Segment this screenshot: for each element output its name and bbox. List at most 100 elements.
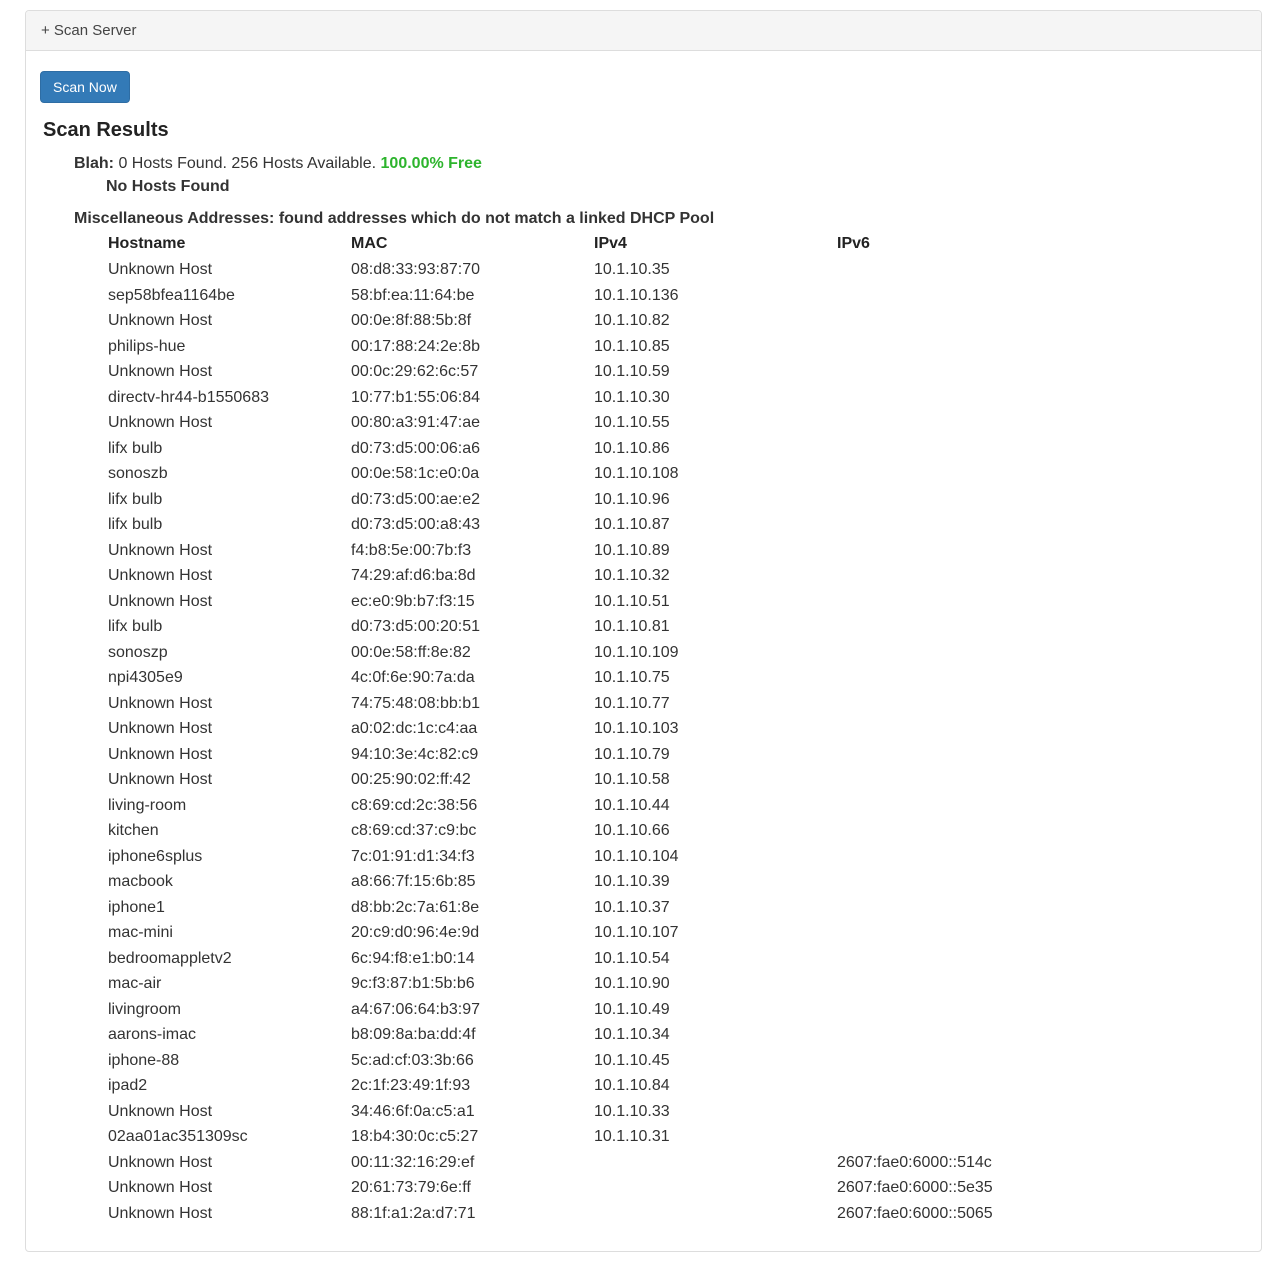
hostname-cell: npi4305e9	[108, 669, 183, 686]
mac-cell: a8:66:7f:15:6b:85	[351, 873, 476, 890]
host-table-row: iphone1 d8:bb:2c:7a:61:8e 10.1.10.37	[108, 895, 1087, 921]
ipv4-cell: 10.1.10.103	[594, 720, 679, 737]
mac-cell: a4:67:06:64:b3:97	[351, 1000, 481, 1018]
host-table-row: lifx bulb d0:73:d5:00:a8:43 10.1.10.87	[108, 512, 1087, 538]
column-header-ipv4: IPv4	[594, 235, 627, 252]
pool-free-percentage: 100.00% Free	[380, 155, 482, 172]
mac-cell: d8:bb:2c:7a:61:8e	[351, 898, 480, 916]
mac-cell: 20:c9:d0:96:4e:9d	[351, 924, 480, 941]
host-table-row: sonoszp 00:0e:58:ff:8e:82 10.1.10.109	[108, 640, 1087, 666]
host-table-row: iphone6splus 7c:01:91:d1:34:f3 10.1.10.1…	[108, 844, 1087, 870]
mac-cell: 00:0e:8f:88:5b:8f	[351, 312, 472, 329]
ipv4-cell: 10.1.10.81	[594, 618, 670, 635]
mac-cell: 00:0c:29:62:6c:57	[351, 363, 479, 380]
mac-cell: 08:d8:33:93:87:70	[351, 261, 481, 278]
ipv4-cell: 10.1.10.45	[594, 1051, 670, 1069]
hostname-cell: sonoszb	[108, 465, 168, 482]
ipv6-cell	[837, 895, 1087, 921]
ipv4-cell: 10.1.10.58	[594, 771, 670, 788]
ipv6-cell	[837, 742, 1087, 768]
ipv6-cell	[837, 614, 1087, 640]
ipv6-cell	[837, 385, 1087, 411]
host-table-row: Unknown Host 34:46:6f:0a:c5:a1 10.1.10.3…	[108, 1099, 1087, 1125]
pool-summary-line: Blah: 0 Hosts Found. 256 Hosts Available…	[74, 152, 1247, 175]
miscellaneous-addresses-heading: Miscellaneous Addresses: found addresses…	[74, 210, 715, 227]
ipv6-cell	[837, 410, 1087, 436]
host-table-row: Unknown Host 00:0e:8f:88:5b:8f 10.1.10.8…	[108, 308, 1087, 334]
scan-results-heading: Scan Results	[43, 119, 169, 141]
scan-server-panel-header[interactable]: + Scan Server	[26, 11, 1261, 51]
mac-cell: 74:29:af:d6:ba:8d	[351, 567, 476, 584]
host-table-row: Unknown Host 88:1f:a1:2a:d7:71 2607:fae0…	[108, 1201, 1087, 1227]
ipv6-cell	[837, 1073, 1087, 1099]
column-header-ipv6: IPv6	[837, 235, 870, 252]
host-table-row: lifx bulb d0:73:d5:00:20:51 10.1.10.81	[108, 614, 1087, 640]
ipv4-cell: 10.1.10.30	[594, 388, 670, 406]
host-table-row: mac-air 9c:f3:87:b1:5b:b6 10.1.10.90	[108, 971, 1087, 997]
scan-server-panel-title[interactable]: + Scan Server	[41, 22, 137, 39]
ipv4-cell: 10.1.10.54	[594, 949, 670, 967]
host-table-row: Unknown Host 00:80:a3:91:47:ae 10.1.10.5…	[108, 410, 1087, 436]
hostname-cell: Unknown Host	[108, 720, 213, 737]
mac-cell: 74:75:48:08:bb:b1	[351, 694, 481, 712]
host-table-row: lifx bulb d0:73:d5:00:ae:e2 10.1.10.96	[108, 487, 1087, 513]
hostname-cell: lifx bulb	[108, 618, 163, 635]
host-table-row: livingroom a4:67:06:64:b3:97 10.1.10.49	[108, 997, 1087, 1023]
ipv6-cell	[837, 538, 1087, 564]
ipv6-cell: 2607:fae0:6000::514c	[837, 1153, 992, 1171]
hostname-cell: 02aa01ac351309sc	[108, 1128, 248, 1145]
ipv4-cell: 10.1.10.107	[594, 924, 679, 941]
pool-name-label: Blah:	[74, 155, 114, 172]
column-header-mac: MAC	[351, 235, 388, 252]
ipv4-cell: 10.1.10.77	[594, 694, 670, 712]
mac-cell: 00:80:a3:91:47:ae	[351, 414, 481, 431]
hostname-cell: kitchen	[108, 822, 159, 839]
hostname-cell: Unknown Host	[108, 541, 213, 559]
ipv4-cell: 10.1.10.104	[594, 847, 679, 865]
ipv4-cell: 10.1.10.66	[594, 822, 670, 839]
ipv4-cell: 10.1.10.44	[594, 796, 670, 814]
hostname-cell: macbook	[108, 873, 173, 890]
hostname-cell: Unknown Host	[108, 312, 213, 329]
hostname-cell: sep58bfea1164be	[108, 286, 235, 304]
host-table-row: Unknown Host a0:02:dc:1c:c4:aa 10.1.10.1…	[108, 716, 1087, 742]
mac-cell: 18:b4:30:0c:c5:27	[351, 1128, 479, 1145]
host-table-row: Unknown Host f4:b8:5e:00:7b:f3 10.1.10.8…	[108, 538, 1087, 564]
ipv4-cell: 10.1.10.96	[594, 490, 670, 508]
ipv4-cell: 10.1.10.84	[594, 1077, 670, 1094]
host-table-row: Unknown Host 94:10:3e:4c:82:c9 10.1.10.7…	[108, 742, 1087, 768]
mac-cell: 00:11:32:16:29:ef	[351, 1153, 475, 1171]
ipv6-cell: 2607:fae0:6000::5e35	[837, 1179, 993, 1196]
ipv4-cell: 10.1.10.51	[594, 592, 670, 610]
ipv6-cell	[837, 1099, 1087, 1125]
host-table-row: macbook a8:66:7f:15:6b:85 10.1.10.39	[108, 869, 1087, 895]
ipv4-cell: 10.1.10.32	[594, 567, 670, 584]
hostname-cell: lifx bulb	[108, 490, 163, 508]
hostname-cell: mac-mini	[108, 924, 173, 941]
host-table-row: 02aa01ac351309sc 18:b4:30:0c:c5:27 10.1.…	[108, 1124, 1087, 1150]
mac-cell: 5c:ad:cf:03:3b:66	[351, 1051, 474, 1069]
scan-results-section: Blah: 0 Hosts Found. 256 Hosts Available…	[74, 152, 1247, 1226]
hostname-cell: Unknown Host	[108, 363, 213, 380]
mac-cell: 7c:01:91:d1:34:f3	[351, 847, 475, 865]
hostname-cell: Unknown Host	[108, 414, 213, 431]
mac-cell: ec:e0:9b:b7:f3:15	[351, 592, 475, 610]
host-table-row: directv-hr44-b1550683 10:77:b1:55:06:84 …	[108, 385, 1087, 411]
ipv6-cell	[837, 487, 1087, 513]
hostname-cell: Unknown Host	[108, 1179, 213, 1196]
ipv6-cell	[837, 1022, 1087, 1048]
ipv4-cell: 10.1.10.136	[594, 286, 679, 304]
mac-cell: 58:bf:ea:11:64:be	[351, 286, 475, 304]
hostname-cell: Unknown Host	[108, 567, 213, 584]
mac-cell: 2c:1f:23:49:1f:93	[351, 1077, 471, 1094]
mac-cell: 94:10:3e:4c:82:c9	[351, 745, 479, 763]
host-table-row: Unknown Host 00:0c:29:62:6c:57 10.1.10.5…	[108, 359, 1087, 385]
ipv4-cell: 10.1.10.34	[594, 1026, 670, 1043]
hostname-cell: iphone1	[108, 898, 165, 916]
hostname-cell: Unknown Host	[108, 261, 213, 278]
ipv6-cell	[837, 1048, 1087, 1074]
ipv4-cell: 10.1.10.79	[594, 745, 670, 763]
ipv4-cell	[594, 1201, 837, 1227]
scan-now-button[interactable]: Scan Now	[40, 71, 130, 103]
host-table-row: aarons-imac b8:09:8a:ba:dd:4f 10.1.10.34	[108, 1022, 1087, 1048]
